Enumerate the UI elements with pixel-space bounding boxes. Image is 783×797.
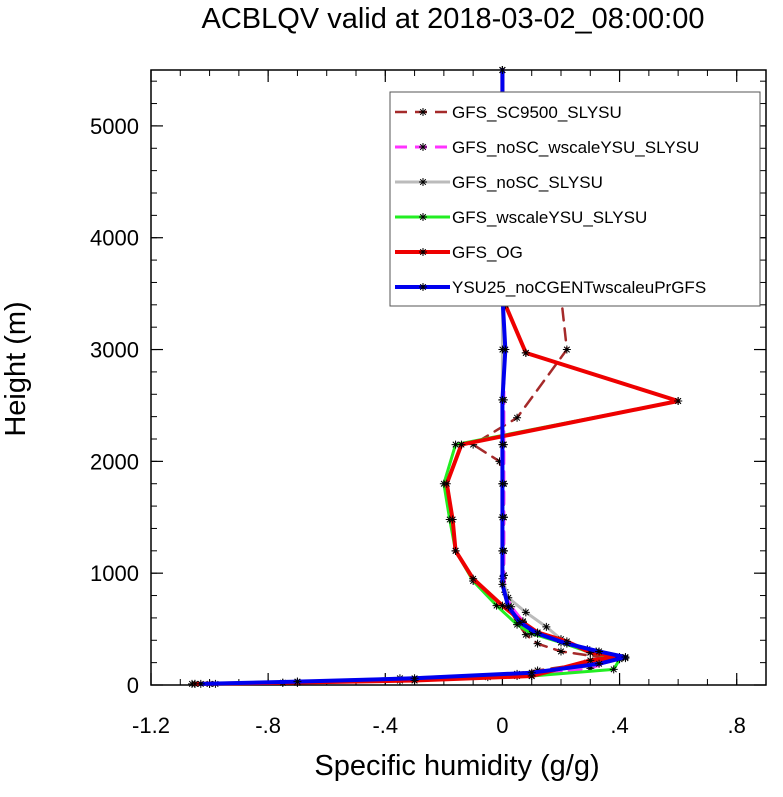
legend-label: GFS_wscaleYSU_SLYSU (452, 208, 647, 227)
y-tick-label: 3000 (90, 338, 139, 363)
data-point-marker (586, 656, 595, 665)
legend-marker (419, 143, 427, 151)
legend-marker (419, 213, 427, 221)
data-point-marker (442, 479, 451, 488)
legend-label: GFS_OG (452, 243, 523, 262)
data-point-marker (498, 395, 507, 404)
data-point-marker (451, 440, 460, 449)
x-tick-label: -1.2 (132, 713, 170, 738)
legend-label: GFS_SC9500_SLYSU (452, 103, 622, 122)
y-tick-label: 5000 (90, 114, 139, 139)
data-point-marker (513, 413, 522, 422)
data-point-marker (521, 608, 530, 617)
data-point-marker (527, 668, 536, 677)
data-point-marker (498, 479, 507, 488)
data-point-marker (469, 440, 478, 449)
data-point-marker (498, 601, 507, 610)
legend-label: GFS_noSC_wscaleYSU_SLYSU (452, 138, 699, 157)
legend-marker (419, 248, 427, 256)
data-point-marker (293, 677, 302, 686)
data-point-marker (501, 345, 510, 354)
data-point-marker (495, 457, 504, 466)
x-tick-label: .8 (728, 713, 746, 738)
data-point-marker (457, 440, 466, 449)
legend-label: YSU25_noCGENTwscaleuPrGFS (452, 278, 706, 297)
y-axis-label: Height (m) (0, 301, 32, 436)
data-point-marker (595, 647, 604, 656)
plot-area (150, 69, 767, 686)
data-point-marker (557, 647, 565, 656)
data-point-marker (533, 629, 542, 638)
data-point-marker (542, 622, 551, 631)
data-point-marker (595, 659, 604, 668)
data-point-marker (504, 602, 513, 611)
data-point-marker (190, 679, 199, 688)
data-point-marker (533, 639, 542, 648)
plot-frame (150, 69, 767, 686)
data-point-marker (498, 66, 507, 74)
legend-marker (419, 108, 427, 116)
data-point-marker (469, 574, 478, 583)
data-point-marker (410, 674, 419, 683)
x-axis-label: Specific humidity (g/g) (314, 750, 599, 782)
x-tick-label: -.4 (372, 713, 398, 738)
data-point-marker (196, 679, 205, 688)
data-point-marker (448, 515, 457, 524)
data-point-marker (504, 593, 513, 602)
legend-box (389, 91, 761, 307)
y-tick-label: 1000 (90, 561, 139, 586)
chart-title: ACBLQV valid at 2018-03-02_08:00:00 (201, 3, 704, 35)
x-tick-label: 0 (496, 713, 508, 738)
data-point-marker (674, 396, 683, 405)
y-tick-label: 0 (127, 673, 139, 698)
data-point-marker (451, 546, 460, 555)
legend-label: GFS_noSC_SLYSU (452, 173, 603, 192)
y-tick-label: 2000 (90, 449, 139, 474)
legend-marker (419, 283, 427, 291)
data-point-marker (562, 345, 571, 354)
data-point-marker (562, 639, 571, 648)
x-tick-label: .4 (610, 713, 628, 738)
legend: GFS_SC9500_SLYSU GFS_noSC_wscaleYSU_SLYSU… (389, 91, 761, 307)
data-point-marker (516, 618, 524, 627)
data-point-marker (527, 629, 536, 638)
data-point-marker (621, 653, 630, 662)
legend-marker (419, 178, 427, 186)
x-tick-label: -.8 (255, 713, 281, 738)
data-point-marker (586, 648, 595, 657)
data-point-marker (521, 348, 530, 357)
data-point-marker (492, 601, 501, 610)
data-point-marker (498, 546, 507, 555)
x-axis: -1.2 -.8 -.4 0 .4 .8 (132, 70, 767, 738)
data-point-marker (498, 513, 507, 522)
data-point-marker (521, 630, 530, 639)
y-tick-label: 4000 (90, 226, 139, 251)
data-point-marker (498, 580, 507, 589)
data-point-marker (609, 665, 618, 674)
y-axis: 0 1000 2000 3000 4000 5000 (90, 80, 766, 698)
data-point-marker (498, 440, 507, 449)
